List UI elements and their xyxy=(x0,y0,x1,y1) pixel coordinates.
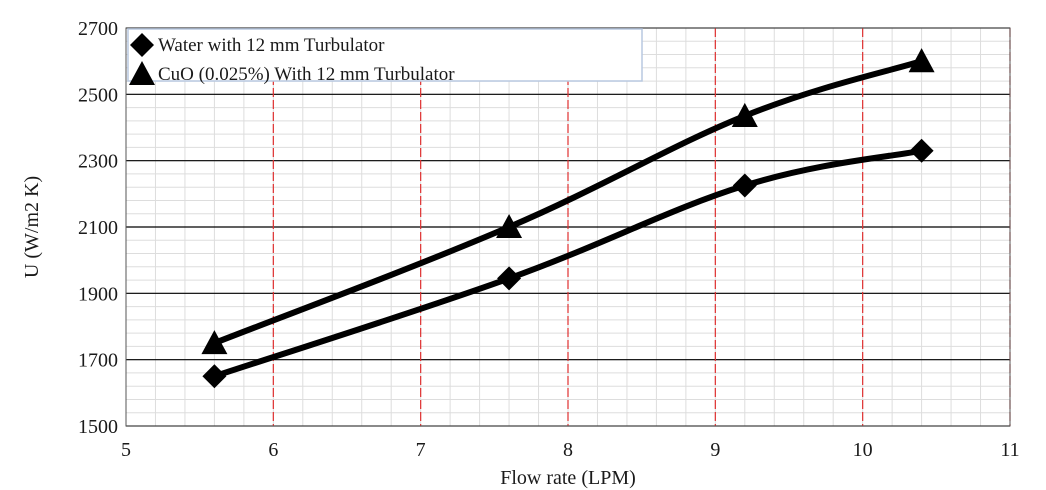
x-axis-title: Flow rate (LPM) xyxy=(500,467,636,489)
legend-marker-triangle xyxy=(129,61,155,86)
x-tick-label: 6 xyxy=(268,439,278,461)
data-point-diamond xyxy=(909,138,934,163)
x-tick-label: 9 xyxy=(710,439,720,461)
x-tick-label: 5 xyxy=(121,439,131,461)
series-line xyxy=(211,58,925,347)
plot-area-border xyxy=(125,27,1011,427)
data-point-triangle xyxy=(496,214,523,239)
legend: Water with 12 mm Turbulator CuO (0.025%) … xyxy=(127,28,643,86)
legend-box xyxy=(127,28,643,82)
series-1 xyxy=(202,138,934,389)
legend-marker-diamond xyxy=(130,33,154,57)
y-tick-label: 1900 xyxy=(78,283,118,305)
series-line xyxy=(211,147,925,380)
data-point-diamond xyxy=(202,364,227,389)
data-point-triangle xyxy=(908,48,935,73)
y-axis-title: U (W/m2 K) xyxy=(21,176,43,278)
y-axis-tick-labels: 1500 1700 1900 2100 2300 2500 2700 xyxy=(78,18,118,438)
legend-item: CuO (0.025%) With 12 mm Turbulator xyxy=(129,61,455,86)
x-tick-label: 10 xyxy=(853,439,873,461)
x-tick-label: 8 xyxy=(563,439,573,461)
data-point-triangle xyxy=(201,330,228,355)
legend-label: Water with 12 mm Turbulator xyxy=(158,35,385,56)
y-tick-label: 1500 xyxy=(78,416,118,438)
x-tick-label: 11 xyxy=(1000,439,1019,461)
x-tick-label: 7 xyxy=(416,439,426,461)
y-tick-label: 2700 xyxy=(78,18,118,40)
y-tick-label: 2100 xyxy=(78,217,118,239)
data-point-diamond xyxy=(732,173,757,198)
y-tick-label: 2500 xyxy=(78,84,118,106)
y-tick-label: 1700 xyxy=(78,350,118,372)
series-layer xyxy=(201,48,935,389)
legend-item: Water with 12 mm Turbulator xyxy=(130,33,385,57)
y-tick-label: 2300 xyxy=(78,151,118,173)
data-point-diamond xyxy=(497,266,522,291)
legend-label: CuO (0.025%) With 12 mm Turbulator xyxy=(158,64,455,85)
series-2 xyxy=(201,48,935,355)
data-point-triangle xyxy=(731,102,758,127)
x-axis-tick-labels: 5 6 7 8 9 10 11 xyxy=(121,439,1020,461)
